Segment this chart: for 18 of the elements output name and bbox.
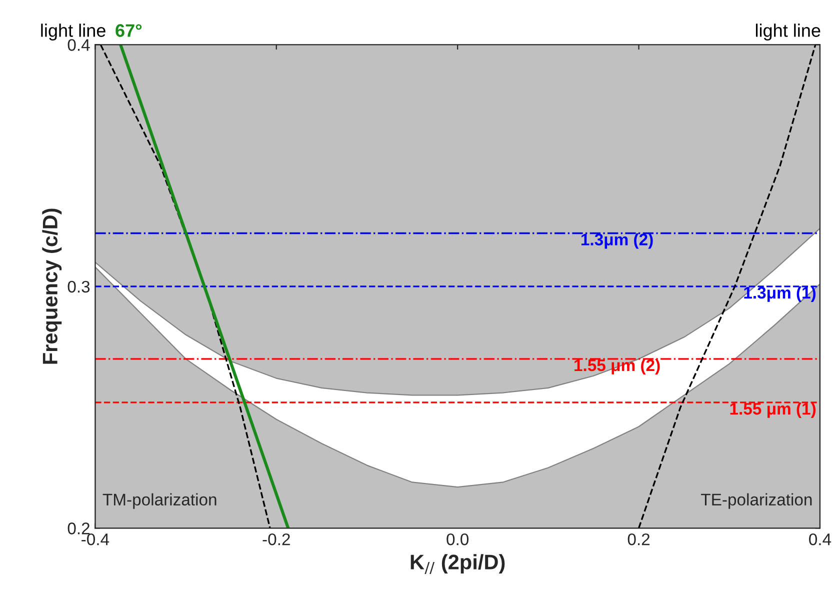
- x-tick-label: -0.4: [82, 533, 110, 546]
- annotation: TE-polarization: [701, 493, 812, 509]
- ref-line-label: 1.3μm (1): [744, 286, 816, 302]
- x-axis-title: K$_{//}$ (2pi/D): [410, 554, 505, 574]
- ref-line-label: 1.55 μm (1): [730, 402, 816, 418]
- annotation: TM-polarization: [102, 493, 216, 509]
- x-tick-label: 0.0: [446, 533, 469, 546]
- ref-line-label: 1.55 μm (2): [574, 358, 660, 374]
- x-tick-label: -0.2: [262, 533, 290, 546]
- y-axis-title: Frequency (c/D): [42, 208, 62, 364]
- ref-line-label: 1.3μm (2): [581, 233, 653, 249]
- y-tick-label: 0.4: [68, 39, 90, 51]
- series-label: light line: [756, 24, 820, 41]
- x-tick-label: 0.2: [628, 533, 650, 546]
- x-tick-label: 0.4: [809, 533, 832, 546]
- y-tick-label: 0.3: [68, 280, 90, 293]
- y-tick-label: 0.2: [68, 522, 90, 534]
- series-label: 67°: [116, 24, 142, 37]
